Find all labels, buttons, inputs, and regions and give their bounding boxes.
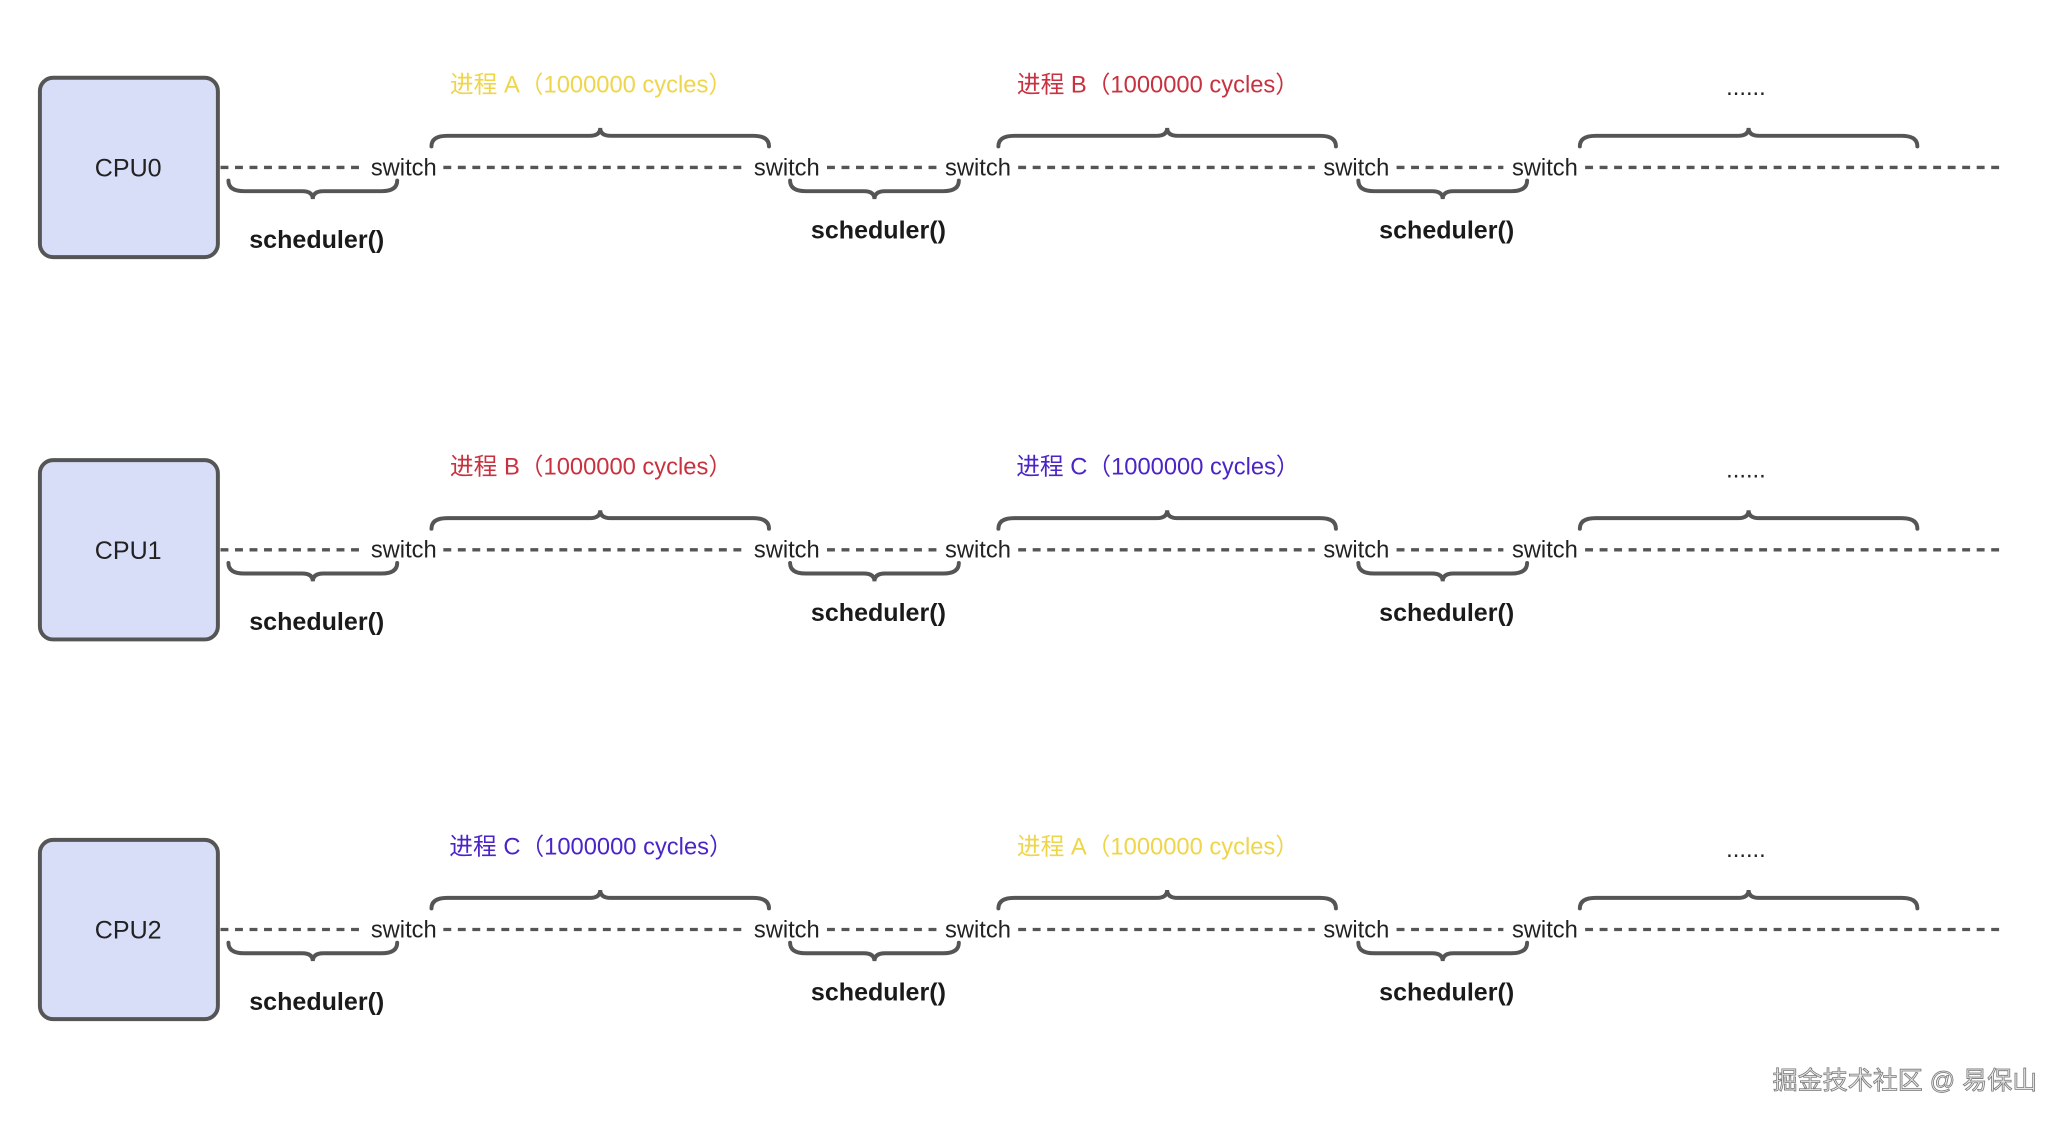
scheduler-label: scheduler() <box>811 217 946 245</box>
cpu-box <box>37 75 220 260</box>
process-label: 进程 A（1000000 cycles） <box>450 71 732 98</box>
switch-label: switch <box>1512 538 1578 564</box>
process-brace <box>996 889 1338 911</box>
switch-label: switch <box>1512 155 1578 181</box>
watermark: 掘金技术社区 @ 易保山 <box>1773 1067 2038 1095</box>
scheduler-label: scheduler() <box>1379 217 1514 245</box>
cpu-label: CPU2 <box>95 917 162 945</box>
switch-label: switch <box>1323 917 1389 943</box>
scheduler-brace <box>226 940 400 962</box>
process-brace <box>429 889 771 911</box>
process-label: 进程 C（1000000 cycles） <box>1016 454 1299 481</box>
cpu-box <box>37 837 220 1022</box>
switch-label: switch <box>371 917 437 943</box>
process-brace <box>1577 510 1920 531</box>
scheduler-brace <box>788 940 961 962</box>
process-label: 进程 A（1000000 cycles） <box>1017 833 1299 860</box>
switch-label: switch <box>1323 538 1389 564</box>
process-label: 进程 B（1000000 cycles） <box>450 454 732 481</box>
cpu-label: CPU1 <box>95 537 162 565</box>
scheduler-brace <box>788 561 961 582</box>
scheduler-label: scheduler() <box>811 599 946 627</box>
switch-label: switch <box>1512 917 1578 943</box>
scheduler-brace <box>1356 561 1530 582</box>
scheduler-label: scheduler() <box>1379 599 1514 627</box>
switch-label: switch <box>754 917 820 943</box>
process-brace <box>429 127 771 149</box>
scheduler-label: scheduler() <box>811 979 946 1007</box>
scheduler-label: scheduler() <box>1379 979 1514 1007</box>
scheduler-brace <box>226 178 400 200</box>
switch-label: switch <box>1323 155 1389 181</box>
scheduler-brace <box>1356 940 1530 962</box>
cpu-label: CPU0 <box>95 155 162 183</box>
scheduler-label: scheduler() <box>249 988 384 1016</box>
process-brace <box>996 510 1338 531</box>
switch-label: switch <box>945 917 1011 943</box>
switch-label: switch <box>371 538 437 564</box>
cpu-row-cpu2: CPU2 switch switch switch switch switch 进程 C（1… <box>37 833 2001 1022</box>
cpu-row-cpu1: CPU1 switch switch switch switch switch 进程 B（1… <box>37 454 2001 642</box>
process-brace <box>429 510 771 531</box>
switch-label: switch <box>371 155 437 181</box>
scheduler-brace <box>788 178 961 200</box>
process-brace <box>996 127 1338 149</box>
ellipsis-label: ...... <box>1726 75 1766 101</box>
cpu-row-cpu0: CPU0 switch switch switch switch switch 进程 A（1… <box>37 71 2001 260</box>
scheduler-label: scheduler() <box>249 226 384 254</box>
switch-label: switch <box>945 538 1011 564</box>
ellipsis-label: ...... <box>1726 457 1766 483</box>
switch-label: switch <box>754 538 820 564</box>
process-brace <box>1577 889 1920 911</box>
ellipsis-label: ...... <box>1726 837 1766 863</box>
switch-label: switch <box>945 155 1011 181</box>
process-label: 进程 B（1000000 cycles） <box>1017 71 1299 98</box>
scheduler-brace <box>226 561 400 582</box>
scheduler-label: scheduler() <box>249 608 384 636</box>
process-brace <box>1577 127 1920 149</box>
switch-label: switch <box>754 155 820 181</box>
cpu-box <box>37 458 220 642</box>
process-label: 进程 C（1000000 cycles） <box>449 833 732 860</box>
scheduler-brace <box>1356 178 1530 200</box>
